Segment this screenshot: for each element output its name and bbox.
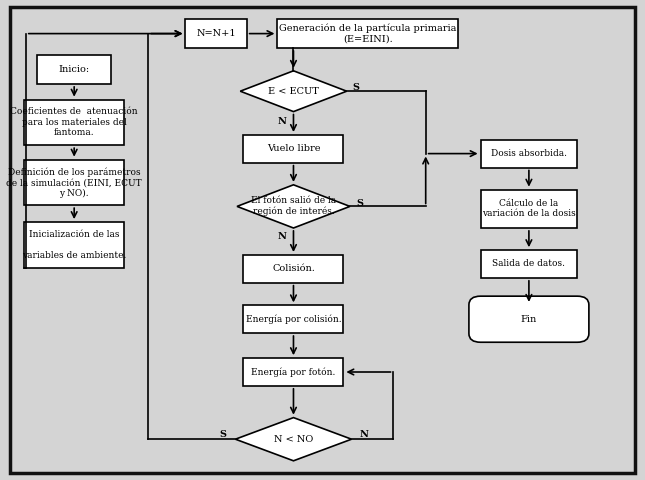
Polygon shape xyxy=(240,71,347,111)
FancyBboxPatch shape xyxy=(469,296,589,342)
FancyBboxPatch shape xyxy=(25,159,124,205)
FancyBboxPatch shape xyxy=(37,55,112,84)
Text: Vuelo libre: Vuelo libre xyxy=(267,144,320,153)
FancyBboxPatch shape xyxy=(277,19,458,48)
Text: S: S xyxy=(356,199,363,208)
FancyBboxPatch shape xyxy=(186,19,247,48)
Text: Colisión.: Colisión. xyxy=(272,264,315,273)
Text: N: N xyxy=(277,232,286,241)
Text: N=N+1: N=N+1 xyxy=(196,29,236,38)
FancyBboxPatch shape xyxy=(25,100,124,145)
Text: Definición de los parámetros
de la simulación (EINI, ECUT
y NO).: Definición de los parámetros de la simul… xyxy=(6,167,142,198)
Text: Generación de la partícula primaria
(E=EINI).: Generación de la partícula primaria (E=E… xyxy=(279,24,456,44)
FancyBboxPatch shape xyxy=(244,305,343,333)
FancyBboxPatch shape xyxy=(244,358,343,386)
Text: Salida de datos.: Salida de datos. xyxy=(492,260,566,268)
FancyBboxPatch shape xyxy=(481,250,577,278)
FancyBboxPatch shape xyxy=(481,140,577,168)
FancyBboxPatch shape xyxy=(244,135,343,163)
FancyBboxPatch shape xyxy=(244,255,343,283)
Polygon shape xyxy=(237,185,350,228)
Text: Inicio:: Inicio: xyxy=(59,65,90,74)
Text: Dosis absorbida.: Dosis absorbida. xyxy=(491,149,567,158)
Text: S: S xyxy=(353,83,360,92)
Text: N: N xyxy=(360,430,369,439)
Text: Inicialización de las

variables de ambiente.: Inicialización de las variables de ambie… xyxy=(22,230,126,260)
Text: N < NO: N < NO xyxy=(274,435,313,444)
Text: E < ECUT: E < ECUT xyxy=(268,87,319,96)
Text: Fin: Fin xyxy=(521,315,537,324)
Text: Cálculo de la
variación de la dosis: Cálculo de la variación de la dosis xyxy=(482,199,576,218)
Text: El fotón salió de la
región de interés.: El fotón salió de la región de interés. xyxy=(251,196,336,216)
Text: N: N xyxy=(277,117,286,126)
FancyBboxPatch shape xyxy=(481,190,577,228)
Text: S: S xyxy=(219,430,226,439)
FancyBboxPatch shape xyxy=(25,222,124,268)
Text: Coeficientes de  atenuación
para los materiales del
fantoma.: Coeficientes de atenuación para los mate… xyxy=(10,108,138,137)
Text: Energía por colisión.: Energía por colisión. xyxy=(246,314,341,324)
Polygon shape xyxy=(235,418,352,461)
Text: Energía por fotón.: Energía por fotón. xyxy=(252,367,335,377)
